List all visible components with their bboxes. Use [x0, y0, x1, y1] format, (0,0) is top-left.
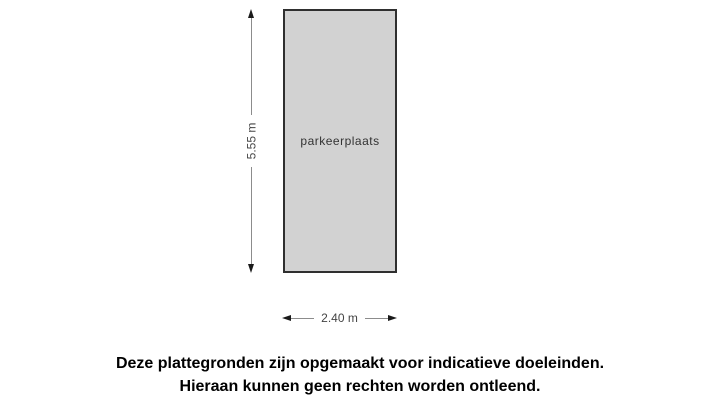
dimension-line-top: [250, 18, 252, 115]
dimension-line-left: [291, 317, 315, 319]
height-dimension-label: 5.55 m: [233, 115, 270, 167]
parking-space-room: parkeerplaats: [283, 9, 397, 273]
height-dimension-text: 5.55 m: [244, 122, 258, 160]
room-label: parkeerplaats: [300, 134, 380, 148]
dimension-line-bottom: [250, 167, 252, 264]
arrow-right-icon: [388, 315, 397, 321]
arrow-down-icon: [248, 264, 254, 273]
width-dimension-text: 2.40 m: [321, 311, 358, 325]
width-dimension: 2.40 m: [282, 311, 397, 325]
disclaimer: Deze plattegronden zijn opgemaakt voor i…: [0, 352, 720, 398]
height-dimension: 5.55 m: [244, 9, 258, 273]
arrow-up-icon: [248, 9, 254, 18]
disclaimer-line1: Deze plattegronden zijn opgemaakt voor i…: [115, 355, 605, 372]
dimension-line-right: [364, 317, 388, 319]
disclaimer-line2: Hieraan kunnen geen rechten worden ontle…: [179, 378, 541, 395]
arrow-left-icon: [282, 315, 291, 321]
